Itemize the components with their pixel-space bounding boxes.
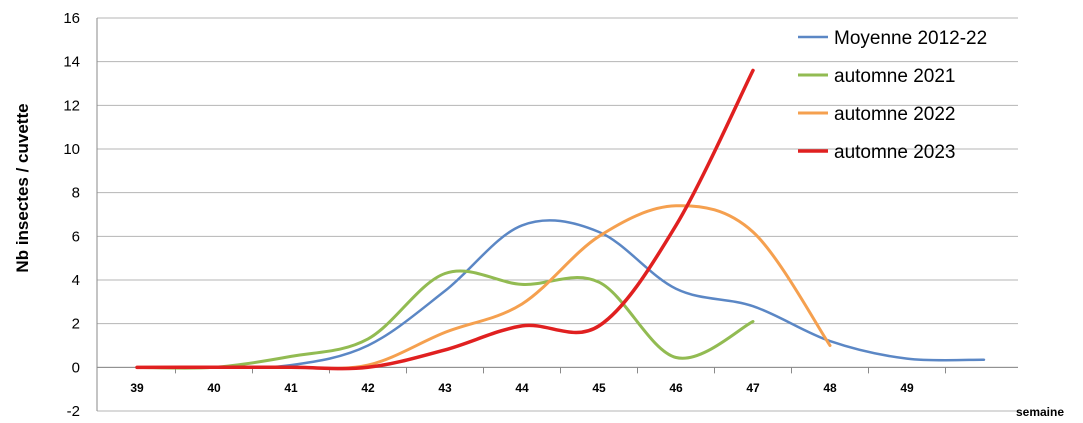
x-tick-label: 43 — [438, 381, 452, 395]
series-line-1 — [135, 219, 986, 369]
x-tick-label: 48 — [823, 381, 837, 395]
legend: Moyenne 2012-22 automne 2021 automne 2022 a… — [798, 28, 987, 163]
y-tick-label: 14 — [63, 54, 80, 71]
legend-label: automne 2022 — [834, 104, 956, 125]
x-tick-label: 49 — [900, 381, 914, 395]
legend-label: Moyenne 2012-22 — [834, 28, 987, 49]
y-tick-label: 10 — [63, 141, 80, 158]
series-line-4 — [135, 68, 755, 371]
y-tick-label: 6 — [72, 228, 80, 245]
y-axis-label: Nb insectes / cuvette — [13, 103, 32, 272]
y-tick-label: 4 — [72, 272, 80, 289]
x-tick-label: 39 — [130, 381, 144, 395]
y-tick-label: 16 — [63, 10, 80, 27]
legend-label: automne 2023 — [834, 142, 956, 163]
y-tick-label: 0 — [72, 359, 80, 376]
y-tick-label: -2 — [67, 403, 80, 420]
x-tick-labels: 39 40 41 42 43 44 45 46 47 48 49 — [130, 381, 914, 395]
y-tick-label: 12 — [63, 97, 80, 114]
y-tick-label: 2 — [72, 316, 80, 333]
series-line-3 — [135, 204, 832, 370]
x-tick-label: 40 — [207, 381, 221, 395]
series-line-2 — [135, 269, 755, 370]
x-tick-label: 44 — [515, 381, 529, 395]
x-tick-label: 46 — [669, 381, 683, 395]
x-tick-label: 47 — [746, 381, 760, 395]
x-axis-label: semaine — [1016, 405, 1064, 419]
y-tick-labels: 16 14 12 10 8 6 4 2 0 -2 — [63, 10, 80, 420]
legend-label: automne 2021 — [834, 66, 956, 87]
x-tick-label: 41 — [284, 381, 298, 395]
y-tick-label: 8 — [72, 185, 80, 202]
series-lines — [135, 68, 986, 371]
x-tick-label: 45 — [592, 381, 606, 395]
x-tick-label: 42 — [361, 381, 375, 395]
